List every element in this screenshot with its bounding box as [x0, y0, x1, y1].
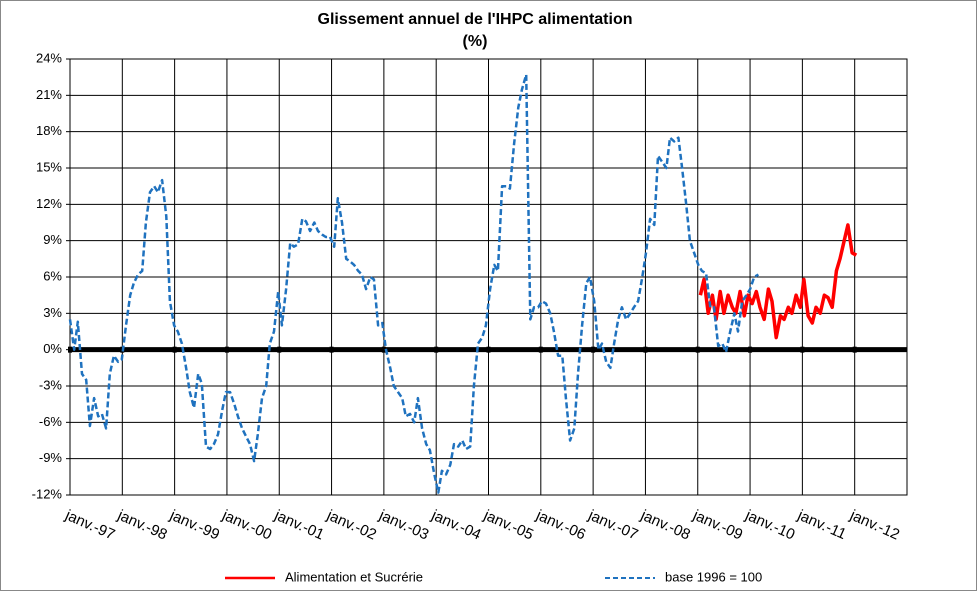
line-series [698, 223, 858, 340]
y-tick-label: 21% [36, 87, 62, 102]
y-tick-label: 0% [43, 341, 62, 356]
y-tick-label: 15% [36, 159, 62, 174]
y-tick-label: -9% [39, 450, 63, 465]
y-tick-label: 12% [36, 196, 62, 211]
chart-subtitle: (%) [463, 33, 488, 50]
chart-title: Glissement annuel de l'IHPC alimentation [318, 11, 633, 28]
y-tick-label: 9% [43, 232, 62, 247]
legend-label: base 1996 = 100 [665, 569, 762, 584]
legend-label: Alimentation et Sucrérie [285, 569, 423, 584]
y-tick-label: -3% [39, 377, 63, 392]
y-tick-label: 24% [36, 50, 62, 65]
y-tick-label: 3% [43, 305, 62, 320]
y-tick-label: 6% [43, 268, 62, 283]
y-tick-label: -6% [39, 414, 63, 429]
y-tick-label: 18% [36, 123, 62, 138]
line-series [68, 73, 760, 494]
y-tick-label: -12% [32, 486, 63, 501]
